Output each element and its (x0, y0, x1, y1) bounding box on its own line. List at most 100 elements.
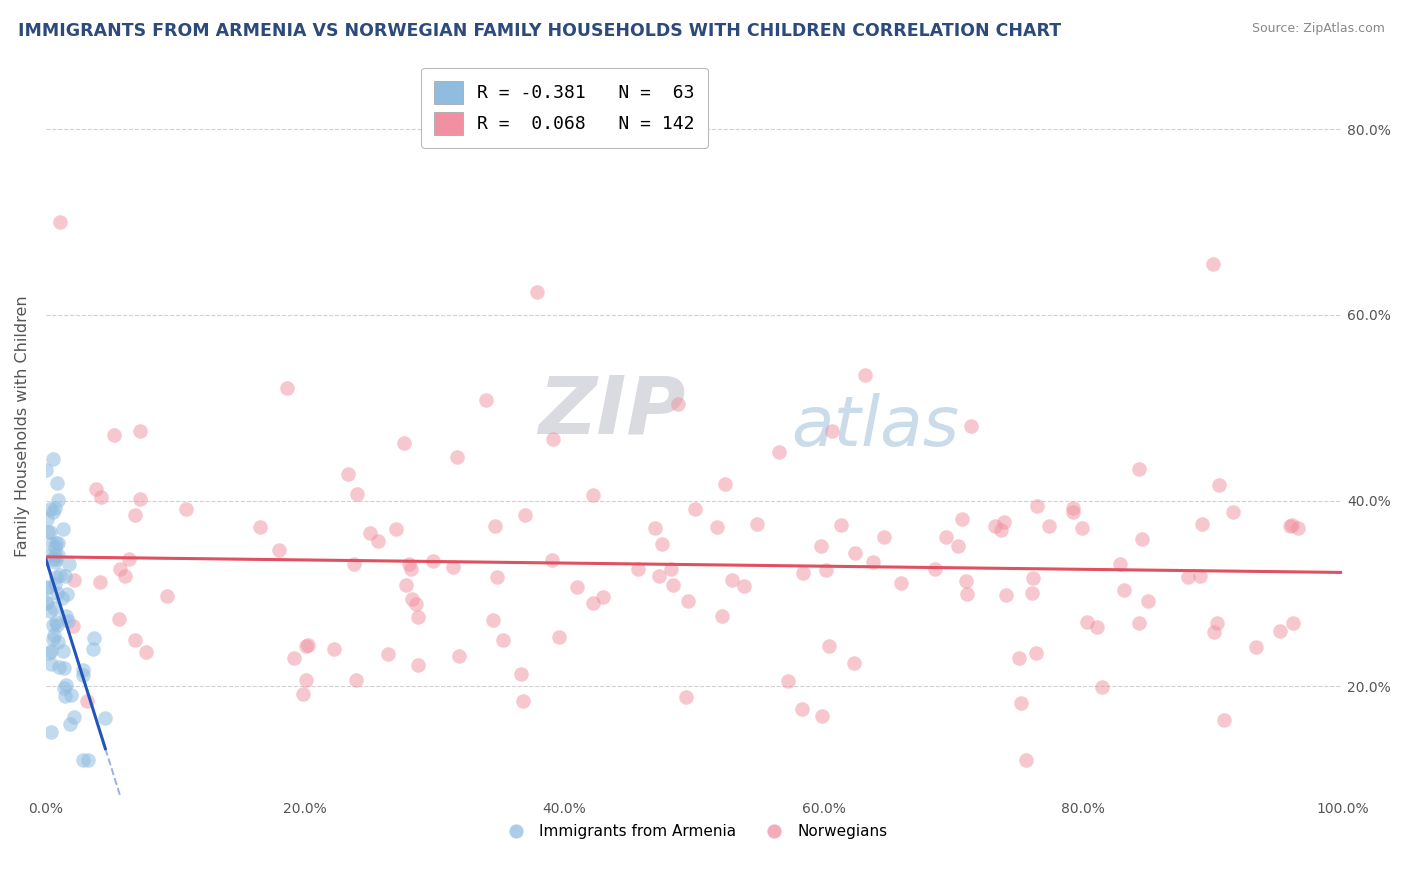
Point (666, 397, 689, 411)
Text: IMMIGRANTS FROM ARMENIA VS NORWEGIAN FAMILY HOUSEHOLDS WITH CHILDREN CORRELATION: IMMIGRANTS FROM ARMENIA VS NORWEGIAN FAM… (18, 22, 1062, 40)
Point (548, 630, 571, 644)
Point (714, 477, 737, 491)
Point (830, 517, 852, 532)
Point (377, 647, 399, 661)
Point (48, 660, 70, 674)
Point (1091, 680, 1114, 694)
Point (49, 215, 72, 229)
Point (706, 520, 728, 534)
Point (76, 694, 98, 708)
Point (1010, 697, 1032, 711)
Point (1128, 462, 1150, 476)
Point (1085, 620, 1108, 634)
Point (447, 648, 470, 663)
Point (1130, 532, 1153, 546)
Point (82, 642, 104, 657)
Point (45, 570, 67, 584)
Point (565, 580, 588, 594)
Point (44, 536, 66, 550)
Point (52, 644, 75, 658)
Point (408, 657, 430, 672)
Point (651, 537, 673, 551)
Point (1062, 505, 1084, 519)
Point (37, 511, 59, 525)
Point (475, 392, 498, 407)
Point (446, 450, 468, 464)
Point (394, 435, 416, 450)
Point (1177, 570, 1199, 584)
Point (39, 502, 62, 516)
Point (1021, 585, 1043, 599)
Point (72, 668, 94, 682)
Point (45, 615, 67, 629)
Point (441, 560, 464, 574)
Point (45, 552, 67, 566)
Point (295, 673, 318, 687)
Point (249, 520, 271, 534)
Point (1213, 713, 1236, 727)
Point (155, 589, 177, 603)
Point (844, 656, 866, 670)
Point (582, 596, 605, 610)
Point (405, 597, 427, 611)
Point (269, 543, 291, 558)
Point (924, 562, 946, 576)
Point (721, 573, 744, 587)
Point (990, 523, 1012, 537)
Point (38, 646, 60, 660)
Point (1025, 500, 1047, 514)
Point (76, 753, 98, 767)
Point (37, 580, 59, 594)
Point (44, 555, 66, 569)
Point (983, 518, 1005, 533)
Point (661, 577, 683, 591)
Point (344, 673, 367, 687)
Point (52, 661, 75, 675)
Point (395, 578, 418, 592)
Point (401, 592, 423, 607)
Y-axis label: Family Households with Children: Family Households with Children (15, 295, 30, 558)
Point (37, 581, 59, 595)
Point (124, 632, 146, 647)
Point (385, 522, 408, 536)
Point (811, 709, 834, 723)
Legend: Immigrants from Armenia, Norwegians: Immigrants from Armenia, Norwegians (495, 818, 893, 846)
Point (44, 628, 66, 642)
Point (627, 562, 650, 576)
Point (644, 521, 666, 535)
Point (283, 651, 305, 665)
Point (53, 689, 76, 703)
Point (45, 586, 67, 600)
Point (768, 444, 790, 458)
Point (1015, 753, 1038, 767)
Point (1038, 518, 1060, 533)
Point (118, 552, 141, 566)
Point (935, 530, 957, 544)
Point (45, 476, 67, 491)
Point (56, 587, 79, 601)
Point (46, 492, 69, 507)
Text: ZIP: ZIP (538, 373, 686, 450)
Point (46, 548, 69, 562)
Point (1206, 615, 1229, 630)
Point (676, 593, 699, 607)
Point (492, 633, 515, 648)
Point (44, 548, 66, 562)
Point (84, 482, 107, 496)
Point (89, 575, 111, 590)
Point (37, 524, 59, 539)
Point (685, 502, 707, 516)
Point (35, 463, 58, 477)
Point (83, 631, 105, 645)
Point (39, 657, 62, 671)
Point (35, 549, 58, 563)
Point (1076, 615, 1098, 629)
Point (58, 558, 80, 572)
Point (1022, 570, 1045, 584)
Point (1188, 568, 1211, 582)
Point (1202, 625, 1225, 640)
Point (108, 612, 131, 626)
Point (323, 642, 346, 657)
Text: atlas: atlas (792, 392, 959, 459)
Point (38, 604, 60, 618)
